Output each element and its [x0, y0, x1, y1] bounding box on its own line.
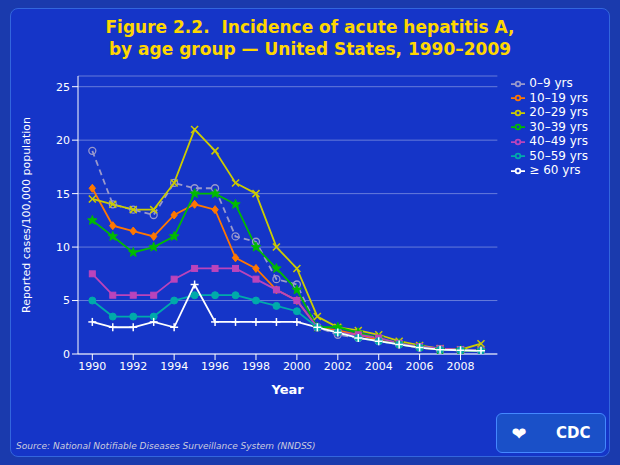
svg-text:2004: 2004	[365, 360, 393, 373]
svg-text:2008: 2008	[447, 360, 475, 373]
svg-text:20: 20	[56, 134, 70, 147]
svg-text:5: 5	[63, 294, 70, 307]
svg-text:1992: 1992	[119, 360, 147, 373]
svg-text:2006: 2006	[406, 360, 434, 373]
html-text:30–39 yrs: 30–39 yrs	[529, 119, 588, 134]
html-text:CDC: CDC	[555, 424, 591, 442]
svg-text:1990: 1990	[78, 360, 106, 373]
html-text:40–49 yrs: 40–49 yrs	[529, 134, 588, 148]
svg-text:Reported cases/100,000 populat: Reported cases/100,000 population	[20, 117, 33, 313]
svg-text:10: 10	[56, 241, 70, 254]
svg-text:1994: 1994	[160, 360, 188, 373]
svg-text:15: 15	[56, 188, 70, 201]
html-text:Source: National Notifiable Di: Source: National Notifiable Diseases Sur…	[16, 441, 316, 451]
html-text:Figure 2.2. Incidence of acute: Figure 2.2. Incidence of acute hepatitis…	[105, 17, 515, 37]
svg-text:0: 0	[63, 348, 70, 361]
svg-text:2000: 2000	[283, 360, 311, 373]
html-text:by age group — United States,: by age group — United States, 1990–2009	[108, 39, 512, 59]
html-text:0–9 yrs: 0–9 yrs	[529, 76, 573, 90]
html-text:≥ 60 yrs: ≥ 60 yrs	[529, 163, 581, 177]
svg-text:1996: 1996	[201, 360, 229, 373]
html-text:20–29 yrs: 20–29 yrs	[529, 105, 588, 119]
html-text:50–59 yrs: 50–59 yrs	[529, 148, 588, 163]
svg-text:1998: 1998	[242, 360, 270, 373]
svg-text:25: 25	[56, 81, 70, 94]
svg-text:Year: Year	[271, 382, 305, 397]
html-text:10–19 yrs: 10–19 yrs	[529, 90, 588, 105]
svg-text:2002: 2002	[324, 360, 352, 373]
